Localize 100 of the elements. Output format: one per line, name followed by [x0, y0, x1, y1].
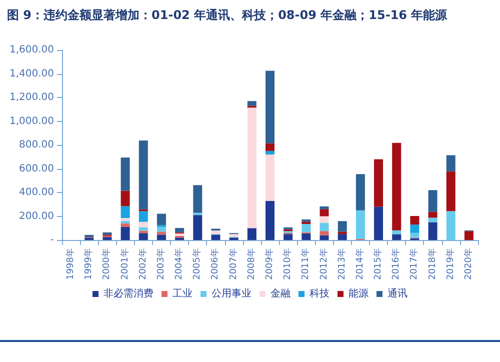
bar — [120, 223, 130, 227]
bar — [138, 222, 148, 228]
chart-title: 图 9：违约金额显著增加：01-02 年通讯、科技；08-09 年金融；15-16 年能源 — [7, 8, 448, 22]
bar — [320, 235, 329, 240]
x-tick-label: 2008年 — [246, 248, 257, 280]
bar — [410, 224, 420, 233]
bar — [266, 143, 274, 151]
bar — [247, 108, 256, 228]
x-tick-label: 1998年 — [65, 248, 76, 280]
bar — [266, 70, 274, 144]
y-tick-label: 800.00 — [19, 140, 54, 150]
bar — [84, 234, 94, 238]
legend-label: 公用事业 — [212, 288, 252, 300]
y-tick-label: 1,000.00 — [9, 116, 54, 127]
bar — [193, 215, 202, 240]
x-tick-label: 2003年 — [155, 248, 166, 280]
x-tick-label: 2019年 — [444, 248, 456, 280]
bar — [338, 232, 347, 234]
x-tick-label: 2017年 — [408, 248, 420, 280]
bar — [302, 219, 311, 222]
bar — [392, 142, 402, 230]
bar — [284, 234, 293, 240]
bar — [138, 140, 148, 210]
legend-label: 通讯 — [388, 288, 408, 300]
bar — [428, 190, 438, 212]
bar — [320, 222, 329, 232]
bar — [102, 237, 112, 240]
x-tick-label: 2011年 — [300, 248, 312, 280]
legend-label: 金融 — [270, 288, 290, 300]
bar — [392, 234, 402, 240]
bar — [247, 228, 256, 240]
bar — [392, 230, 402, 234]
bar — [266, 200, 274, 240]
bar — [211, 234, 220, 240]
x-tick-label: 2018年 — [426, 248, 438, 280]
bar — [229, 234, 238, 238]
bar — [156, 214, 166, 226]
bar — [356, 174, 365, 210]
bar — [464, 231, 474, 240]
bar — [120, 190, 130, 206]
bar — [302, 233, 311, 240]
bar — [193, 185, 202, 213]
legend-label: 非必需消费 — [104, 288, 154, 300]
bar — [175, 228, 184, 232]
y-tick-label: 1,400.00 — [9, 68, 54, 80]
x-tick-label: 2001年 — [119, 248, 130, 280]
legend-label: 能源 — [348, 288, 368, 300]
bar — [138, 233, 148, 240]
bar — [266, 154, 274, 201]
bar — [410, 232, 420, 238]
legend-label: 科技 — [310, 288, 330, 300]
bar — [247, 101, 256, 106]
bar — [428, 212, 438, 218]
y-tick-label: - — [50, 234, 54, 246]
bar — [428, 218, 438, 222]
bar — [120, 218, 130, 221]
x-tick-label: 2006年 — [210, 248, 221, 280]
bar — [356, 210, 365, 239]
x-tick-label: 2014年 — [354, 248, 366, 280]
bar — [120, 206, 130, 218]
y-tick-label: 200.00 — [19, 210, 54, 222]
y-tick-label: 1,200.00 — [9, 92, 54, 103]
bar — [175, 233, 184, 236]
bar — [320, 216, 329, 223]
bar — [193, 212, 202, 216]
x-tick-label: 1999年 — [83, 248, 94, 280]
bar — [374, 206, 384, 240]
x-tick-label: 2012年 — [318, 248, 330, 280]
bar — [138, 211, 148, 222]
x-tick-label: 2016年 — [390, 248, 402, 280]
bar — [156, 226, 166, 232]
bar — [302, 224, 311, 232]
bar — [138, 230, 148, 234]
bar — [320, 209, 329, 216]
x-tick-label: 2009年 — [264, 248, 275, 280]
y-tick-label: 400.00 — [19, 187, 54, 198]
y-tick-label: 1,600.00 — [9, 44, 54, 56]
bar — [338, 234, 347, 240]
x-tick-label: 2015年 — [372, 248, 384, 280]
bar — [410, 216, 420, 225]
x-tick-label: 2010年 — [282, 248, 294, 280]
x-tick-label: 2005年 — [192, 248, 203, 280]
x-tick-label: 2002年 — [137, 248, 148, 280]
x-tick-label: 2004年 — [174, 248, 185, 280]
bar — [338, 221, 347, 232]
bar — [266, 150, 274, 154]
bar — [446, 171, 456, 212]
x-tick-label: 2020年 — [462, 248, 474, 280]
legend-label: 工业 — [172, 288, 192, 300]
bar — [138, 227, 148, 231]
bar — [120, 157, 130, 191]
bar — [320, 206, 329, 210]
x-tick-label: 2000年 — [101, 248, 112, 280]
bar — [446, 211, 456, 240]
bar — [211, 230, 220, 234]
x-tick-label: 2007年 — [228, 248, 239, 280]
bar — [428, 222, 438, 240]
bar — [156, 232, 166, 235]
y-tick-label: 600.00 — [19, 163, 54, 174]
bar — [374, 159, 384, 207]
